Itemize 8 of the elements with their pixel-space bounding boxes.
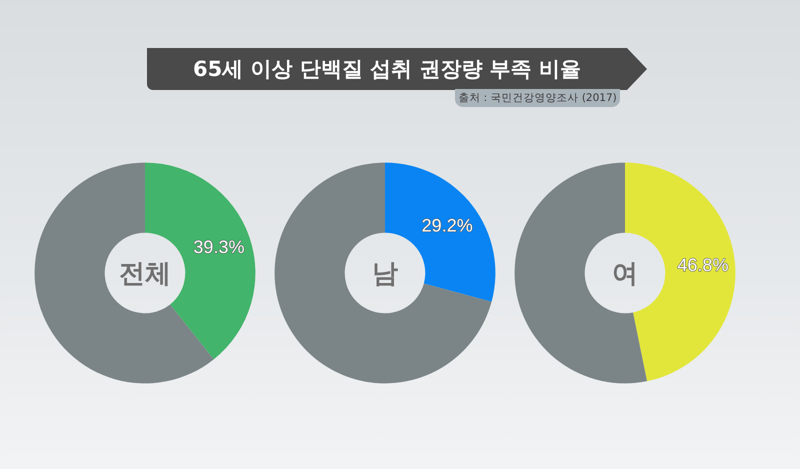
text: 남 xyxy=(372,258,398,288)
text: 여 xyxy=(612,258,638,288)
data-label: 29.2% xyxy=(422,215,473,236)
data-label: 39.3% xyxy=(193,237,244,258)
source-note: 출처 : 국민건강영양조사 (2017) xyxy=(455,89,620,107)
text: 전체 xyxy=(119,258,171,288)
text: 65세 이상 단백질 섭취 권장량 부족 비율 xyxy=(147,48,647,90)
data-label: 46.8% xyxy=(677,255,728,276)
